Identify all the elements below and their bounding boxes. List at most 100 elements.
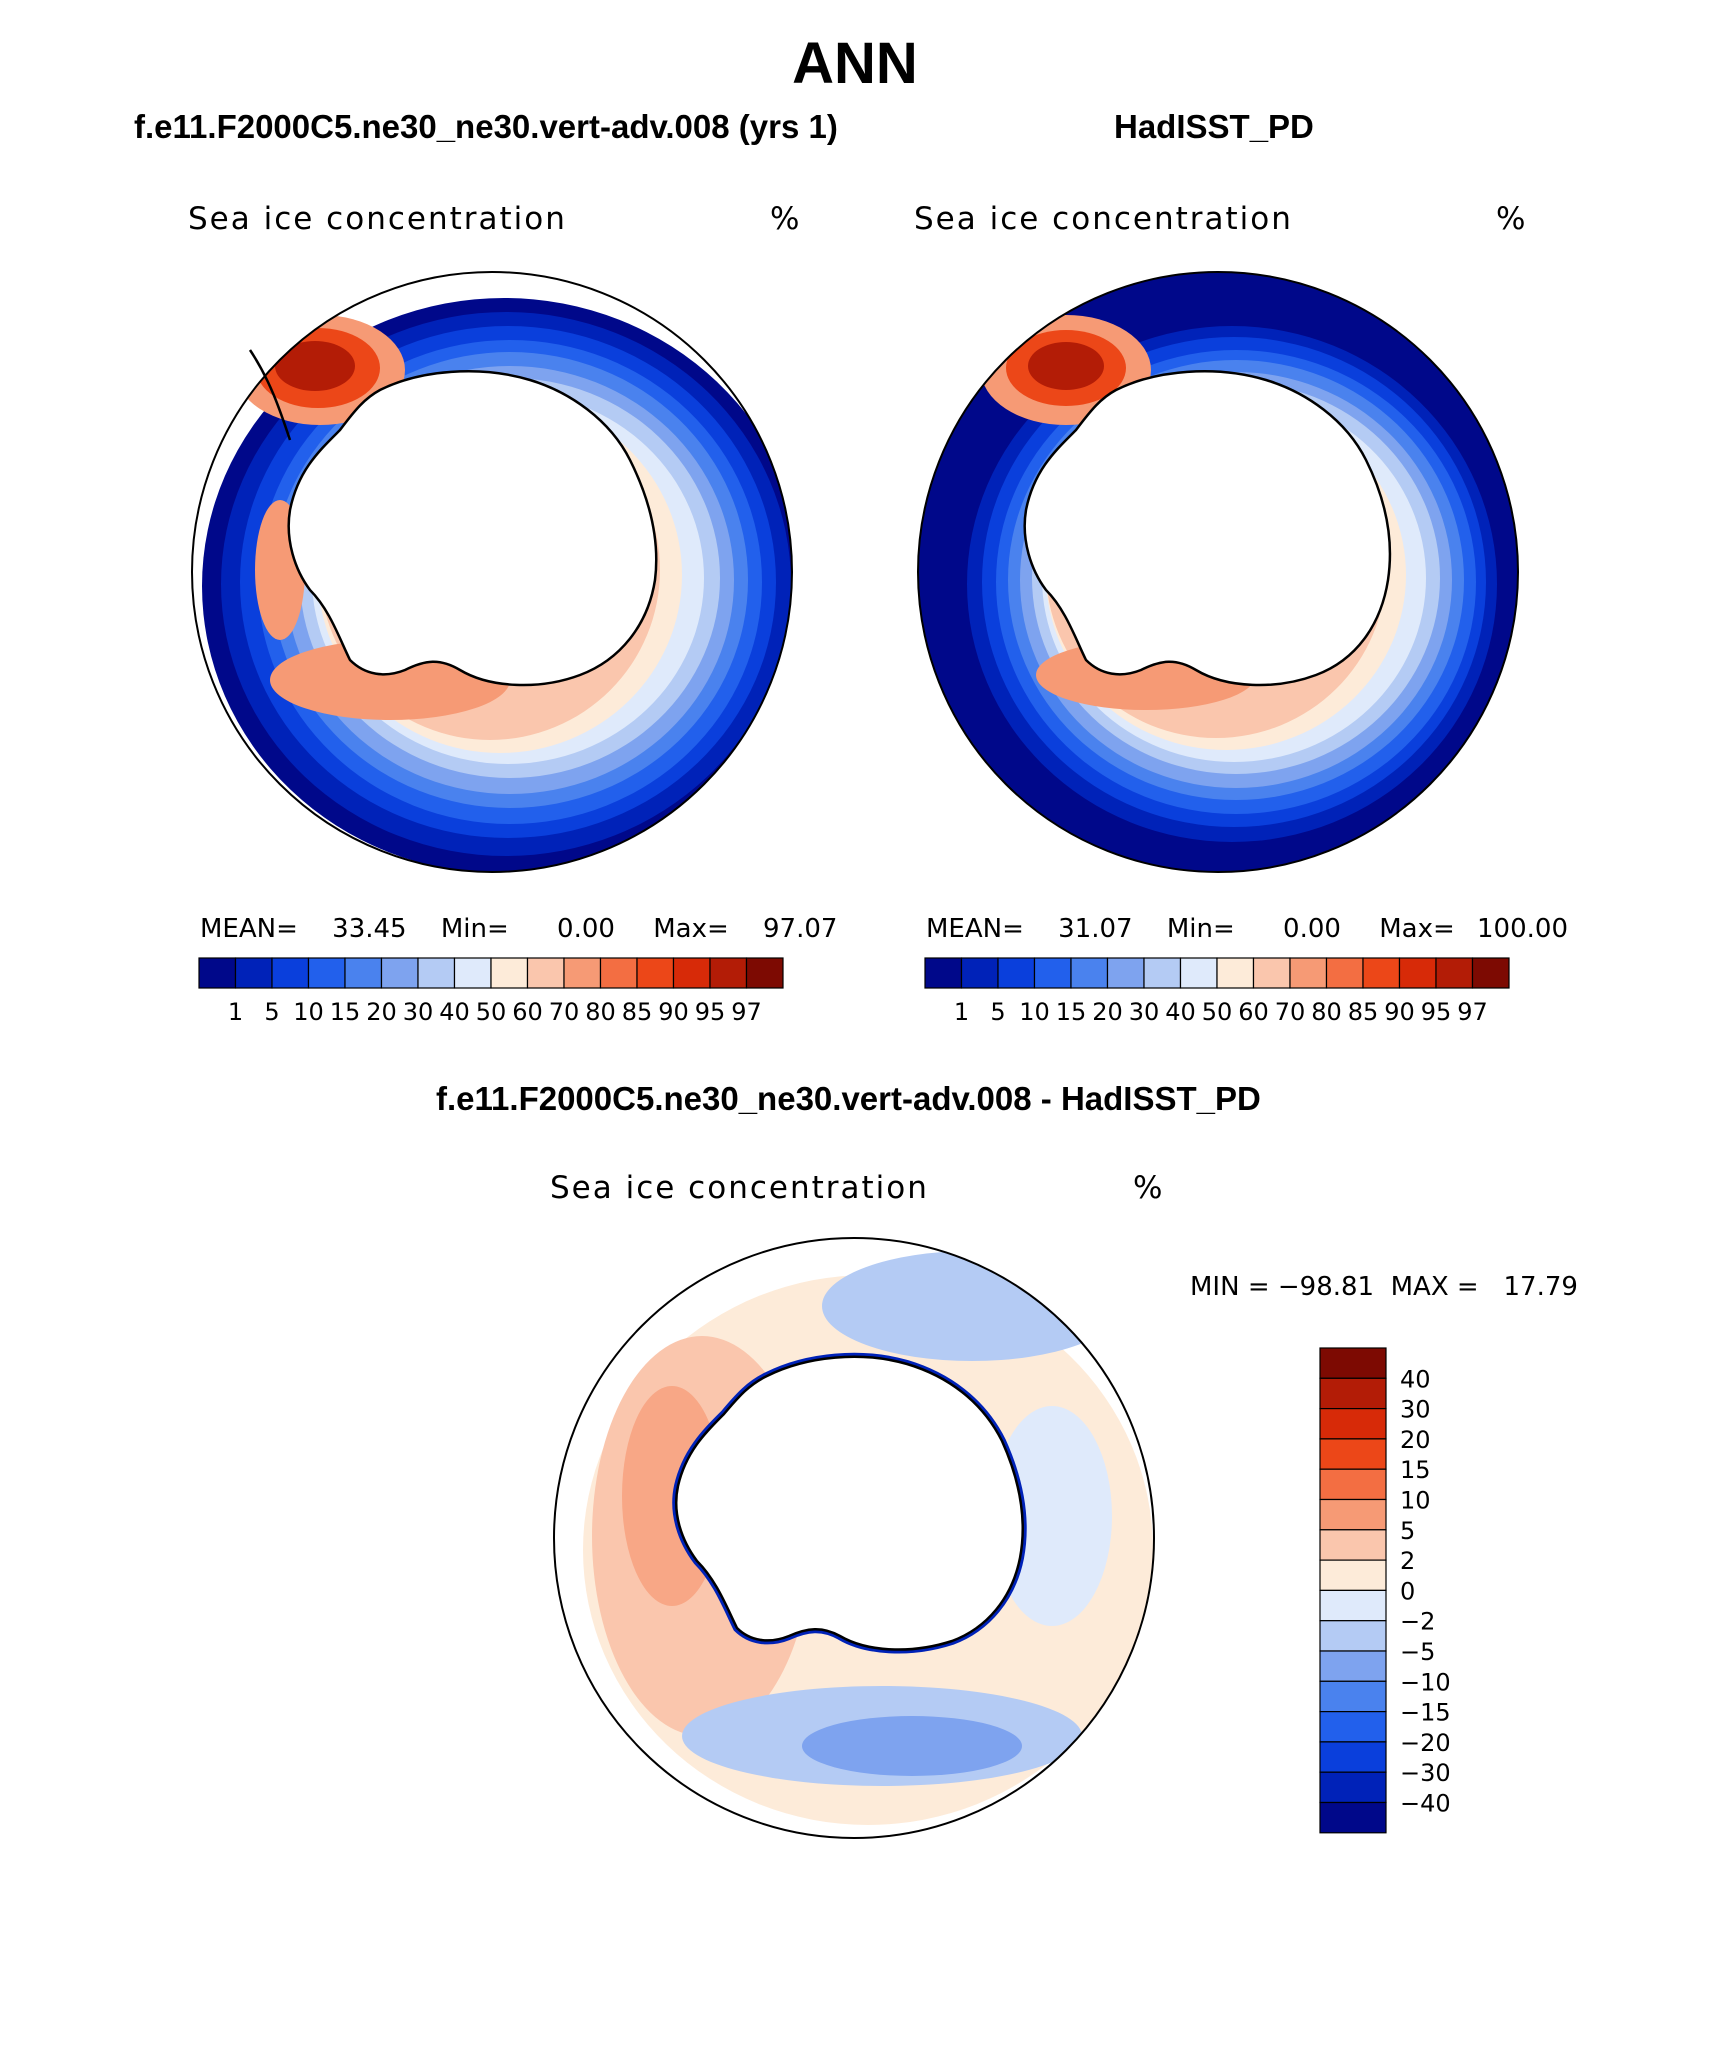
colorbar-diff-tick-label: −40 — [1400, 1790, 1451, 1818]
colorbar-obs-swatch — [924, 957, 963, 989]
colorbar-model-tick-label: 70 — [549, 998, 580, 1026]
panel-2-units-label: % — [1496, 201, 1528, 237]
colorbar-diff-swatch — [1319, 1347, 1387, 1379]
colorbar-obs-swatch — [1216, 957, 1255, 989]
panel-1-max-label: Max= — [653, 914, 729, 944]
colorbar-diff-tick-label: 5 — [1400, 1517, 1415, 1545]
panel-1-mean-value: 33.45 — [332, 914, 407, 944]
colorbar-obs-swatch — [1033, 957, 1072, 989]
colorbar-diff-tick-label: −10 — [1400, 1668, 1451, 1696]
colorbar-obs-swatch — [1398, 957, 1437, 989]
map-model — [191, 271, 793, 873]
colorbar-model-tick-label: 50 — [476, 998, 507, 1026]
colorbar-diff-swatch — [1319, 1801, 1387, 1834]
colorbar-model-swatch — [563, 957, 602, 989]
panel-1-units-label: % — [770, 201, 802, 237]
page-title: ANN — [792, 31, 918, 96]
colorbar-model-swatch — [636, 957, 675, 989]
colorbar-diff-swatch — [1319, 1589, 1387, 1622]
colorbar-model-swatch — [234, 957, 273, 989]
colorbar-obs: 1 5 10 15 20 30 40 50 60 70 80 85 90 95 97 — [924, 957, 1510, 1026]
colorbar-model-tick-label: 1 — [228, 998, 243, 1026]
panel-2-min-label: Min= — [1166, 914, 1235, 944]
panel-1-min-value: 0.00 — [557, 914, 615, 944]
colorbar-diff-tick-label: −2 — [1400, 1608, 1435, 1636]
colorbar-model-swatch — [198, 957, 237, 989]
colorbar-diff-tick-label: −20 — [1400, 1729, 1451, 1757]
colorbar-model-swatch — [672, 957, 711, 989]
antarctica-land — [1023, 370, 1392, 687]
colorbar-model-tick-label: 30 — [403, 998, 434, 1026]
panel-1-mean-label: MEAN= — [200, 914, 298, 944]
map-obs — [917, 271, 1519, 873]
colorbar-model-tick-label: 20 — [366, 998, 397, 1026]
panel-2-case-title: HadISST_PD — [1114, 108, 1314, 145]
diff-units-label: % — [1133, 1170, 1165, 1206]
colorbar-obs-tick-label: 20 — [1092, 998, 1123, 1026]
colorbar-obs-tick-label: 15 — [1056, 998, 1087, 1026]
diff-case-title: f.e11.F2000C5.ne30_ne30.vert-adv.008 - H… — [436, 1080, 1261, 1117]
colorbar-model-swatch — [453, 957, 492, 989]
colorbar-obs-swatch — [1362, 957, 1401, 989]
panel-2-stats: MEAN= 31.07 Min= 0.00 Max= 100.00 — [926, 914, 1568, 944]
colorbar-model-swatch — [709, 957, 748, 989]
colorbar-obs-tick-label: 30 — [1129, 998, 1160, 1026]
colorbar-diff-tick-label: 0 — [1400, 1577, 1415, 1605]
colorbar-model-tick-label: 90 — [658, 998, 689, 1026]
colorbar-model-swatch — [271, 957, 310, 989]
colorbar-model-swatch — [344, 957, 383, 989]
colorbar-obs-tick-label: 97 — [1457, 998, 1488, 1026]
colorbar-model-tick-label: 40 — [439, 998, 470, 1026]
colorbar-diff-swatch — [1319, 1680, 1387, 1713]
colorbar-obs-tick-label: 60 — [1238, 998, 1269, 1026]
colorbar-diff-swatch — [1319, 1498, 1387, 1531]
colorbar-diff-tick-label: −5 — [1400, 1638, 1435, 1666]
colorbar-model-swatch — [599, 957, 638, 989]
colorbar-diff-swatch — [1319, 1620, 1387, 1652]
colorbar-obs-tick-label: 95 — [1421, 998, 1452, 1026]
panel-2-min-value: 0.00 — [1283, 914, 1341, 944]
colorbar-obs-swatch — [1070, 957, 1109, 989]
colorbar-diff-tick-label: −30 — [1400, 1759, 1451, 1787]
colorbar-diff-swatch — [1319, 1741, 1387, 1773]
colorbar-diff-swatch — [1319, 1771, 1387, 1804]
colorbar-obs-swatch — [1289, 957, 1328, 989]
colorbar-model-tick-label: 15 — [330, 998, 361, 1026]
colorbar-diff-tick-label: 40 — [1400, 1365, 1431, 1393]
colorbar-model-swatch — [745, 957, 784, 989]
panel-2-max-value: 100.00 — [1477, 914, 1568, 944]
panel-2-max-label: Max= — [1379, 914, 1455, 944]
colorbar-obs-tick-label: 80 — [1311, 998, 1342, 1026]
panel-2-mean-label: MEAN= — [926, 914, 1024, 944]
antarctica-land — [287, 370, 658, 687]
colorbar-model-tick-label: 95 — [695, 998, 726, 1026]
colorbar-diff-tick-label: 30 — [1400, 1396, 1431, 1424]
colorbar-model-swatch — [490, 957, 529, 989]
colorbar-obs-swatch — [1179, 957, 1218, 989]
colorbar-diff-tick-label: 10 — [1400, 1487, 1431, 1515]
colorbar-diff-swatch — [1319, 1529, 1387, 1561]
colorbar-diff-tick-label: 20 — [1400, 1426, 1431, 1454]
colorbar-obs-tick-label: 10 — [1019, 998, 1050, 1026]
colorbar-model: 1 5 10 15 20 30 40 50 60 70 80 85 90 95 97 — [198, 957, 784, 1026]
colorbar-model-tick-label: 5 — [264, 998, 279, 1026]
panel-1-min-label: Min= — [440, 914, 509, 944]
colorbar-diff-swatch — [1319, 1711, 1387, 1743]
colorbar-obs-swatch — [1325, 957, 1364, 989]
colorbar-model-swatch — [380, 957, 419, 989]
colorbar-obs-swatch — [960, 957, 999, 989]
colorbar-diff-tick-label: 15 — [1400, 1456, 1431, 1484]
colorbar-diff-swatch — [1319, 1468, 1387, 1501]
colorbar-diff-swatch — [1319, 1559, 1387, 1592]
colorbar-model-tick-label: 60 — [512, 998, 543, 1026]
colorbar-diff-tick-label: 2 — [1400, 1547, 1415, 1575]
panel-2-mean-value: 31.07 — [1058, 914, 1133, 944]
colorbar-obs-swatch — [1143, 957, 1182, 989]
colorbar-obs-tick-label: 70 — [1275, 998, 1306, 1026]
colorbar-model-swatch — [417, 957, 456, 989]
diff-variable-label: Sea ice concentration — [550, 1170, 929, 1206]
colorbar-obs-tick-label: 85 — [1348, 998, 1379, 1026]
diff-minmax: MIN = −98.81 MAX = 17.79 — [1190, 1272, 1578, 1302]
panel-1-case-title: f.e11.F2000C5.ne30_ne30.vert-adv.008 (yr… — [134, 108, 838, 145]
